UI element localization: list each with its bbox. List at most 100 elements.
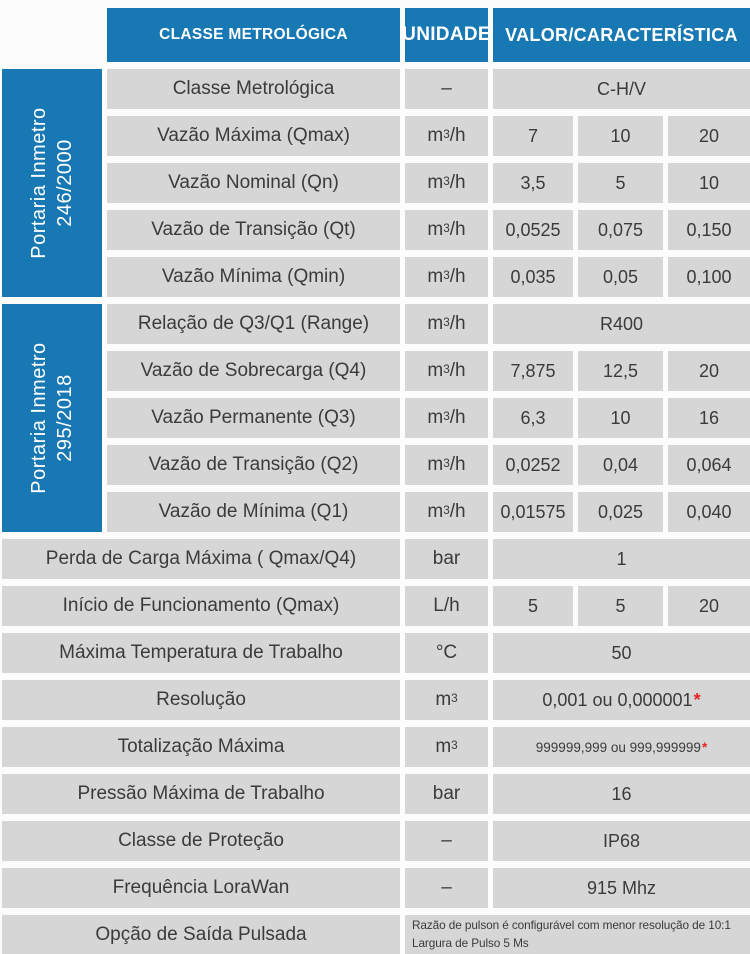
unit-base: m [435, 689, 452, 710]
table-row: Pressão Máxima de Trabalho bar 16 [2, 774, 750, 814]
table-row: Classe Metrológica – C-H/V [107, 69, 750, 109]
value-cell: 10 [578, 398, 663, 438]
table-row: Opção de Saída Pulsada Razão de pulson é… [2, 915, 750, 954]
value-text: 0,001 ou 0,000001 [542, 689, 693, 710]
unit-suffix: /h [449, 125, 466, 146]
unit-base: m [427, 172, 444, 193]
value-cell: R400 [493, 304, 750, 344]
value-cell: 5 [493, 586, 573, 626]
value-cell: 20 [668, 586, 750, 626]
table-row: Vazão Permanente (Q3) m 3/h 6,3 10 16 [107, 398, 750, 438]
unit-suffix: /h [449, 407, 466, 428]
value-cell: 0,100 [668, 257, 750, 297]
value-cell: 0,05 [578, 257, 663, 297]
unit-base: L/h [433, 595, 460, 616]
unit-suffix: /h [449, 172, 466, 193]
unit-suffix: /h [449, 219, 466, 240]
row-label: Vazão de Transição (Q2) [107, 445, 400, 485]
value-cell: 0,001 ou 0,000001 * [493, 680, 750, 720]
unit-suffix: /h [449, 454, 466, 475]
unit-superscript: 3 [443, 456, 450, 470]
table-row: Vazão de Transição (Q2) m 3/h 0,0252 0,04… [107, 445, 750, 485]
unit-superscript: 3 [443, 127, 450, 141]
unit-superscript: 3 [443, 221, 450, 235]
unit-base: bar [432, 783, 461, 804]
unit-base: m [427, 407, 444, 428]
unit-superscript: 3 [443, 503, 450, 517]
row-unit: – [405, 868, 488, 908]
value-cell: 20 [668, 351, 750, 391]
unit-base: °C [435, 642, 458, 663]
row-unit: L/h [405, 586, 488, 626]
sidebar-portaria-295-2018: Portaria Inmetro 295/2018 [2, 304, 102, 532]
unit-base: – [441, 877, 452, 898]
value-cell: 16 [668, 398, 750, 438]
sidebar-line2: 246/2000 [54, 139, 76, 227]
table-row: Vazão Máxima (Qmax) m 3/h 7 10 20 [107, 116, 750, 156]
value-cell: 20 [668, 116, 750, 156]
table-row: Vazão de Transição (Qt) m 3/h 0,0525 0,07… [107, 210, 750, 250]
unit-superscript: 3 [443, 315, 450, 329]
table-row: Máxima Temperatura de Trabalho °C 50 [2, 633, 750, 673]
row-label: Classe de Proteção [2, 821, 400, 861]
unit-base: – [441, 78, 452, 99]
table-row: Vazão Nominal (Qn) m 3/h 3,5 5 10 [107, 163, 750, 203]
unit-base: m [427, 454, 444, 475]
table-row: Relação de Q3/Q1 (Range) m 3/h R400 [107, 304, 750, 344]
pulse-output-note-cell: Razão de pulson é configurável com menor… [405, 915, 750, 954]
unit-suffix: /h [449, 360, 466, 381]
header-classe-metrologica: CLASSE METROLÓGICA [107, 8, 400, 62]
sidebar-line1: Portaria Inmetro [28, 107, 50, 259]
row-unit: bar [405, 539, 488, 579]
row-unit: m 3/h [405, 492, 488, 532]
table-row: Vazão de Sobrecarga (Q4) m 3/h 7,875 12,5… [107, 351, 750, 391]
unit-base: m [427, 360, 444, 381]
value-cell: 10 [668, 163, 750, 203]
row-label: Relação de Q3/Q1 (Range) [107, 304, 400, 344]
value-cell: C-H/V [493, 69, 750, 109]
value-cell: 0,150 [668, 210, 750, 250]
value-cell: 915 Mhz [493, 868, 750, 908]
row-label: Vazão Permanente (Q3) [107, 398, 400, 438]
unit-superscript: 3 [443, 174, 450, 188]
sidebar-line2: 295/2018 [54, 374, 76, 462]
value-cell: IP68 [493, 821, 750, 861]
sidebar-label: Portaria Inmetro 295/2018 [2, 304, 102, 532]
row-unit: m 3/h [405, 445, 488, 485]
row-label: Vazão de Transição (Qt) [107, 210, 400, 250]
row-label: Pressão Máxima de Trabalho [2, 774, 400, 814]
unit-suffix: /h [449, 501, 466, 522]
row-unit: m 3/h [405, 116, 488, 156]
unit-base: m [427, 219, 444, 240]
asterisk-marker: * [693, 689, 701, 710]
note-line2: Largura de Pulso 5 Ms [412, 936, 529, 950]
row-label: Vazão Nominal (Qn) [107, 163, 400, 203]
row-unit: m 3/h [405, 257, 488, 297]
asterisk-marker: * [701, 739, 708, 755]
unit-base: m [427, 313, 444, 334]
unit-superscript: 3 [451, 691, 458, 705]
sidebar-label: Portaria Inmetro 246/2000 [2, 69, 102, 297]
row-label: Máxima Temperatura de Trabalho [2, 633, 400, 673]
value-cell: 0,01575 [493, 492, 573, 532]
unit-base: m [427, 266, 444, 287]
header-unidade: UNIDADE [402, 8, 491, 62]
table-row: Início de Funcionamento (Qmax) L/h 5 5 2… [2, 586, 750, 626]
value-cell: 7 [493, 116, 573, 156]
row-unit: °C [405, 633, 488, 673]
row-unit: m 3/h [405, 210, 488, 250]
row-unit: – [405, 821, 488, 861]
table-row: Vazão Mínima (Qmin) m 3/h 0,035 0,05 0,10… [107, 257, 750, 297]
table-row: Vazão de Mínima (Q1) m 3/h 0,01575 0,025 … [107, 492, 750, 532]
value-text: 999999,999 ou 999,999999 [535, 739, 701, 755]
unit-base: bar [432, 548, 461, 569]
value-cell: 6,3 [493, 398, 573, 438]
value-cell: 0,025 [578, 492, 663, 532]
row-label: Classe Metrológica [107, 69, 400, 109]
value-cell: 999999,999 ou 999,999999 * [493, 727, 750, 767]
row-label: Vazão de Sobrecarga (Q4) [107, 351, 400, 391]
